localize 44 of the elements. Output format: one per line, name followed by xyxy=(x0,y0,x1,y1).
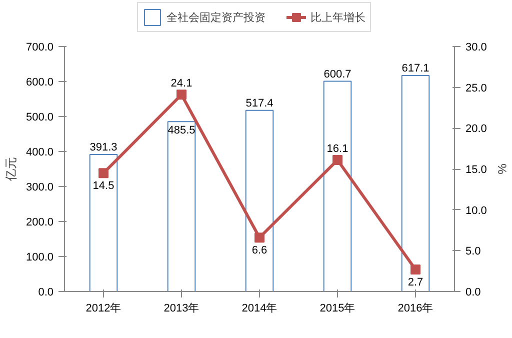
legend-label: 全社会固定资产投资 xyxy=(166,10,266,24)
point xyxy=(176,90,186,100)
bar xyxy=(245,110,274,292)
bar xyxy=(89,154,118,292)
legend-label: 比上年增长 xyxy=(310,10,366,24)
bar xyxy=(401,75,430,292)
y-tick-label: 400.0 xyxy=(26,146,54,158)
y-tick-label: 600.0 xyxy=(26,76,54,88)
data-label: 16.1 xyxy=(326,143,348,156)
data-label: 617.1 xyxy=(402,62,430,75)
y2-axis-title: % xyxy=(494,164,509,175)
data-label: 485.5 xyxy=(168,124,196,137)
y-tick-label: 0.0 xyxy=(38,286,54,298)
point xyxy=(410,264,420,274)
data-label: 24.1 xyxy=(170,78,192,90)
y2-tick-label: 5.0 xyxy=(466,246,481,258)
point xyxy=(254,232,264,243)
y2-tick-label: 30.0 xyxy=(466,42,487,54)
data-label: 2.7 xyxy=(408,276,424,288)
bar xyxy=(323,80,352,292)
y-axis-title: 亿元 xyxy=(4,157,18,182)
y2-tick-label: 0.0 xyxy=(466,286,481,298)
data-label: 391.3 xyxy=(90,142,118,154)
y-tick-label: 200.0 xyxy=(26,216,54,228)
y2-tick-label: 25.0 xyxy=(466,82,487,94)
y2-tick-label: 20.0 xyxy=(466,123,487,136)
x-tick-label: 2012年 xyxy=(86,302,122,314)
x-tick-label: 2016年 xyxy=(398,302,434,314)
y-tick-label: 700.0 xyxy=(26,42,54,54)
y-tick-label: 100.0 xyxy=(26,252,54,264)
data-label: 600.7 xyxy=(324,68,352,80)
x-tick-label: 2014年 xyxy=(242,302,278,314)
data-label: 6.6 xyxy=(252,244,268,257)
y-tick-label: 300.0 xyxy=(26,182,54,194)
data-label: 517.4 xyxy=(246,97,274,110)
y2-tick-label: 10.0 xyxy=(466,204,487,217)
bar xyxy=(167,121,196,292)
y2-tick-label: 15.0 xyxy=(466,164,487,176)
y-tick-label: 500.0 xyxy=(26,112,54,124)
point xyxy=(332,155,342,166)
x-tick-label: 2013年 xyxy=(164,302,200,314)
data-label: 14.5 xyxy=(92,180,114,192)
point xyxy=(98,168,108,178)
x-tick-label: 2015年 xyxy=(320,302,356,314)
